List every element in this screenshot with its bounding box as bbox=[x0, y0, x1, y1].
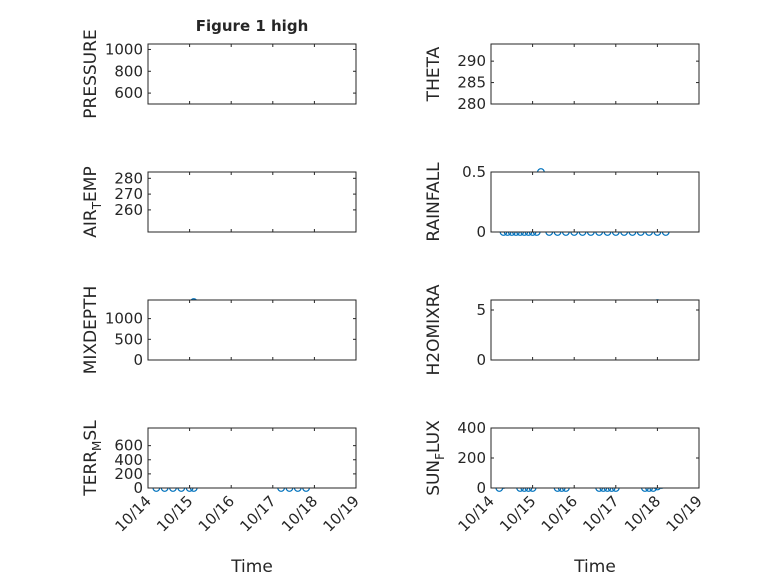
y-tick-label: 200 bbox=[457, 449, 486, 467]
y-tick-label: 200 bbox=[114, 465, 143, 483]
axes-frame bbox=[147, 43, 357, 105]
y-axis-label: MIXDEPTH bbox=[81, 286, 101, 375]
y-tick-label: 280 bbox=[457, 95, 486, 113]
y-tick-label: 285 bbox=[457, 74, 486, 92]
y-axis-label: PRESSURE bbox=[81, 29, 101, 118]
y-tick-label: 270 bbox=[114, 185, 143, 203]
subplot-rainfall: 0 0.5 RAINFALL bbox=[424, 162, 700, 242]
axes-frame bbox=[490, 171, 700, 233]
y-tick-label: 280 bbox=[114, 169, 143, 187]
y-axis-label: RAINFALL bbox=[424, 162, 444, 242]
y-axis-label: TERRMSL bbox=[81, 420, 104, 497]
y-tick-label: 5 bbox=[476, 301, 486, 319]
y-axis-label: THETA bbox=[424, 46, 444, 102]
y-tick-label: 0 bbox=[476, 351, 486, 369]
y-tick-label: 400 bbox=[457, 419, 486, 437]
y-tick-label: 1000 bbox=[105, 40, 143, 58]
y-tick-label: 0 bbox=[476, 223, 486, 241]
subplot-sun_flux: 020040010/1410/1510/1610/1710/1810/19Tim… bbox=[424, 419, 706, 577]
y-tick-label: 500 bbox=[114, 330, 143, 348]
y-tick-label: 0 bbox=[476, 479, 486, 497]
axes-frame bbox=[490, 427, 700, 489]
subplot-theta: 280 285 290 THETA bbox=[424, 43, 700, 113]
axes-frame bbox=[490, 299, 700, 361]
axes-frame bbox=[147, 171, 357, 233]
y-tick-label: 0.5 bbox=[462, 163, 486, 181]
y-tick-label: 400 bbox=[114, 451, 143, 469]
y-tick-label: 260 bbox=[114, 201, 143, 219]
y-axis-label: H2OMIXRA bbox=[424, 284, 444, 375]
y-tick-label: 290 bbox=[457, 52, 486, 70]
x-axis-label: Time bbox=[230, 557, 273, 577]
subplot-h2omixra: 0 5 H2OMIXRA bbox=[424, 284, 700, 376]
axes-frame bbox=[147, 299, 357, 361]
y-axis-label: AIRTEMP bbox=[81, 166, 104, 237]
y-tick-label: 0 bbox=[133, 479, 143, 497]
y-tick-label: 600 bbox=[114, 84, 143, 102]
y-tick-label: 0 bbox=[133, 351, 143, 369]
y-axis-label: SUNFLUX bbox=[424, 420, 447, 496]
axes-frame bbox=[147, 427, 357, 489]
figure-title: Figure 1 high bbox=[196, 17, 309, 35]
y-tick-label: 1000 bbox=[105, 310, 143, 328]
y-tick-label: 600 bbox=[114, 437, 143, 455]
axes-frame bbox=[490, 43, 700, 105]
y-tick-label: 800 bbox=[114, 62, 143, 80]
x-axis-label: Time bbox=[573, 557, 616, 577]
